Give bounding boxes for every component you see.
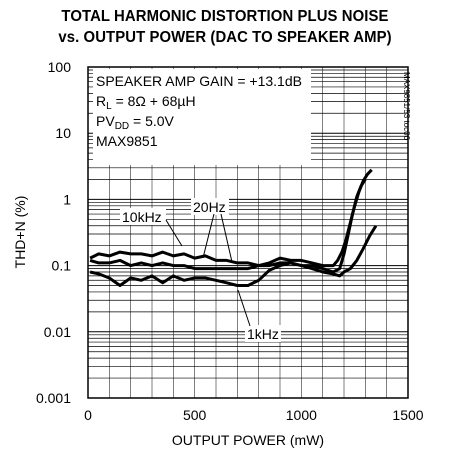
y-tick-label: 100	[48, 59, 72, 75]
y-tick-label: 1	[63, 191, 71, 207]
series-label-20hz: 20Hz	[193, 199, 226, 215]
leader-20hz-2	[220, 213, 233, 263]
chart-title: TOTAL HARMONIC DISTORTION PLUS NOISE	[61, 8, 389, 25]
y-tick-label: 0.001	[36, 390, 71, 406]
chart-subtitle: vs. OUTPUT POWER (DAC TO SPEAKER AMP)	[58, 29, 392, 46]
x-tick-label: 0	[84, 407, 92, 423]
x-tick-label: 1000	[286, 407, 317, 423]
series-line-10khz	[89, 224, 378, 278]
plot-frame	[87, 66, 409, 399]
anno-load-r: R	[96, 93, 106, 109]
label-bg-10khz	[120, 208, 166, 225]
y-axis-label: THD+N (%)	[12, 196, 28, 269]
anno-part: MAX9851	[96, 133, 158, 149]
y-tick-label: 10	[55, 125, 71, 141]
anno-supply-pv: PV	[96, 113, 115, 129]
y-tick-labels: 100 10 1 0.1 0.01 0.001	[36, 59, 71, 406]
anno-supply-sub: DD	[115, 121, 129, 132]
label-bg-20hz	[191, 198, 229, 215]
figure-code: MAX9851/53 toc06	[402, 72, 411, 141]
leader-10khz	[165, 219, 183, 247]
anno-supply: PVDD = 5.0V	[96, 113, 175, 132]
leader-1khz	[237, 289, 251, 327]
annotation-box	[93, 69, 311, 165]
anno-load-sub: L	[106, 101, 112, 112]
series-label-1khz: 1kHz	[247, 326, 279, 342]
x-tick-labels: 0 500 1000 1500	[84, 407, 424, 423]
series-group	[89, 168, 378, 287]
series-label-10khz: 10kHz	[122, 209, 162, 225]
anno-gain: SPEAKER AMP GAIN = +13.1dB	[96, 73, 302, 89]
anno-supply-value: = 5.0V	[129, 113, 174, 129]
label-bg-1khz	[245, 325, 281, 342]
x-axis-label: OUTPUT POWER (mW)	[172, 432, 324, 448]
y-tick-label: 0.01	[44, 324, 71, 340]
x-tick-label: 1500	[392, 407, 423, 423]
anno-load: RL = 8Ω + 68µH	[96, 93, 196, 112]
anno-load-value: = 8Ω + 68µH	[112, 93, 196, 109]
y-tick-label: 0.1	[52, 258, 72, 274]
x-tick-label: 500	[183, 407, 207, 423]
series-line-1khz	[89, 178, 367, 287]
leader-20hz	[202, 213, 215, 259]
